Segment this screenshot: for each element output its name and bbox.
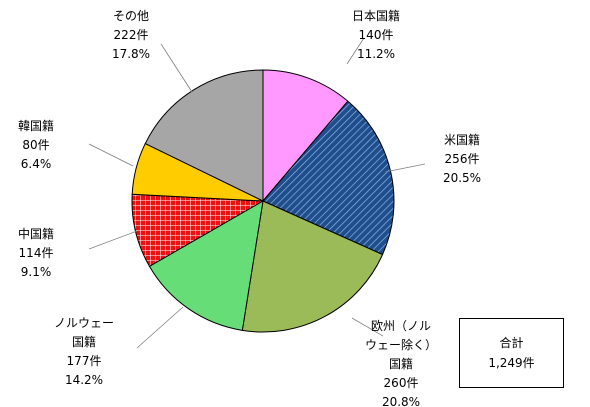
total-box: 合計 1,249件 xyxy=(459,318,564,388)
pie-slice xyxy=(148,200,264,331)
pie-slices xyxy=(131,69,395,333)
slice-label-name: 韓国籍 xyxy=(18,118,54,133)
leader-line xyxy=(88,230,138,250)
slice-label-name: その他 xyxy=(113,9,149,23)
slice-label-percent: 11.2% xyxy=(357,47,395,61)
slice-label-name: 米国籍 xyxy=(444,132,480,147)
slice-label-count: 80件 xyxy=(22,138,49,152)
slice-label: 欧州（ノルウェー除く） 国籍 260件 20.8% xyxy=(365,319,437,407)
slice-label: その他 222件 17.8% xyxy=(112,9,150,61)
leader-line xyxy=(160,43,193,93)
slice-label-name: 国籍 xyxy=(72,334,96,349)
slice-label-name: 中国籍 xyxy=(18,226,54,241)
slice-label-count: 177件 xyxy=(67,354,102,368)
slice-label-count: 140件 xyxy=(359,28,394,42)
slice-label-percent: 14.2% xyxy=(65,373,103,387)
slice-label: 中国籍 114件 9.1% xyxy=(18,226,54,279)
leader-lines xyxy=(88,37,426,349)
slice-label-name: 日本国籍 xyxy=(352,8,400,23)
pie-slice xyxy=(262,69,349,203)
slice-labels: 日本国籍 140件 11.2% 米国籍 256件 20.5% 欧州（ノルウェー除く） 国籍 26… xyxy=(18,8,481,407)
slice-label: ノルウェー国籍 177件 14.2% xyxy=(54,316,114,387)
leader-line xyxy=(88,143,134,167)
pie-slice xyxy=(262,100,395,256)
slice-label-count: 256件 xyxy=(445,152,480,166)
slice-label-percent: 6.4% xyxy=(21,157,52,171)
slice-label-count: 260件 xyxy=(384,376,419,390)
pie-slice xyxy=(144,69,264,202)
slice-label-name: 国籍 xyxy=(389,356,413,371)
leader-line xyxy=(384,163,426,173)
total-label: 合計 xyxy=(499,336,524,350)
pie-slice xyxy=(241,200,384,333)
slice-label-percent: 9.1% xyxy=(21,265,52,279)
slice-label-percent: 17.8% xyxy=(112,47,150,61)
leader-line xyxy=(136,306,184,349)
slice-label: 日本国籍 140件 11.2% xyxy=(352,8,400,61)
slice-label-percent: 20.8% xyxy=(382,395,420,407)
slice-label: 韓国籍 80件 6.4% xyxy=(18,118,54,171)
leader-line xyxy=(351,317,384,337)
slice-label-count: 114件 xyxy=(19,246,54,260)
slice-label-count: 222件 xyxy=(114,28,149,42)
leader-line xyxy=(346,37,365,65)
slice-label: 米国籍 256件 20.5% xyxy=(443,132,481,185)
total-value: 1,249件 xyxy=(488,356,535,370)
slice-label-name: 欧州（ノル xyxy=(371,319,431,333)
slice-label-name: ノルウェー xyxy=(54,316,114,330)
slice-label-percent: 20.5% xyxy=(443,171,481,185)
slice-label-name: ウェー除く） xyxy=(365,337,437,352)
